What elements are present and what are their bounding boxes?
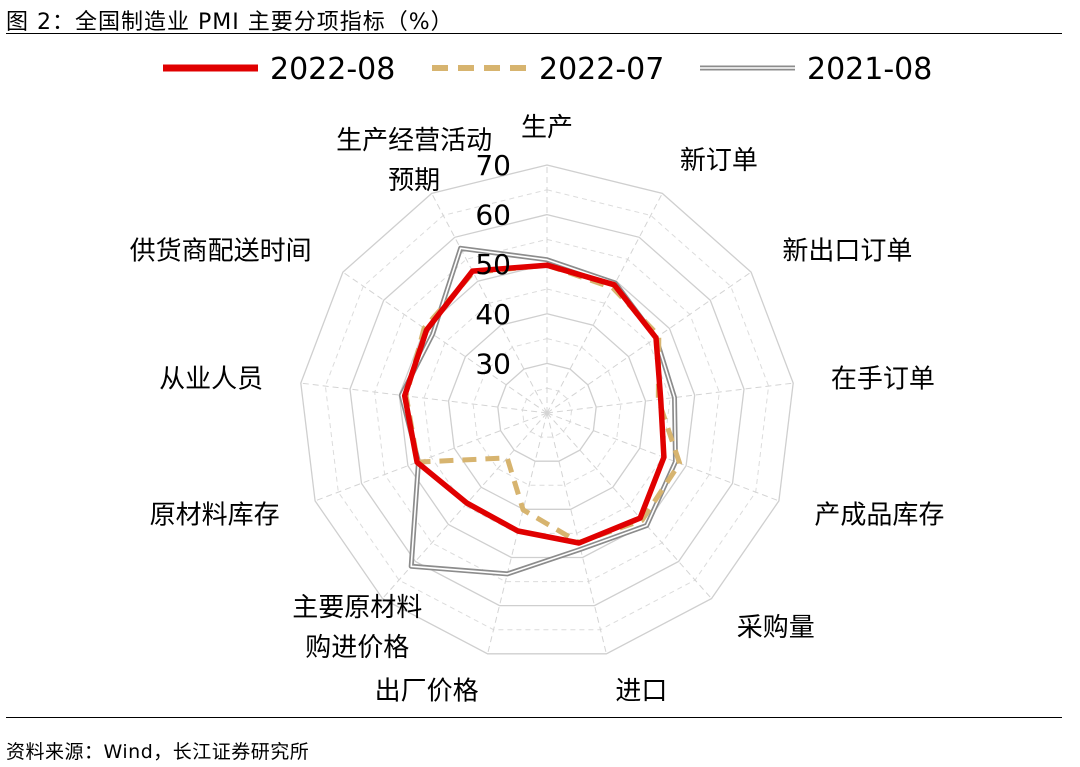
- source-rule: [6, 717, 1062, 718]
- grid-spoke: [546, 271, 752, 414]
- axis-label: 预期: [388, 166, 440, 196]
- axis-label: 采购量: [737, 613, 815, 643]
- grid-ring: [324, 189, 770, 631]
- grid-ring: [300, 164, 794, 655]
- r-tick-label: 40: [475, 298, 511, 331]
- axis-label: 新订单: [680, 146, 758, 176]
- axis-label: 生产经营活动: [336, 126, 492, 156]
- grid-spoke: [546, 412, 712, 599]
- legend-label: 2022-07: [539, 52, 664, 87]
- r-tick-label: 60: [475, 199, 511, 232]
- r-tick-label: 30: [475, 347, 511, 380]
- axis-label: 进口: [615, 677, 667, 707]
- grid-spoke: [300, 382, 548, 414]
- axis-label: 新出口订单: [782, 237, 912, 267]
- grid-ring: [497, 362, 597, 462]
- axis-label: 在手订单: [831, 365, 935, 395]
- axis-label: 主要原材料: [292, 593, 422, 623]
- grid-spoke: [314, 412, 548, 502]
- axis-label: 产成品库存: [814, 500, 944, 530]
- grid-spoke: [546, 193, 663, 414]
- grid-spoke: [382, 412, 548, 599]
- title-rule: [6, 33, 1062, 34]
- axis-label: 出厂价格: [375, 677, 479, 707]
- grid-spoke: [431, 193, 548, 414]
- source-note: 资料来源：Wind，长江证券研究所: [6, 741, 310, 763]
- figure-title: 图 2：全国制造业 PMI 主要分项指标（%）: [6, 10, 454, 35]
- radar-series: [398, 245, 683, 577]
- chart-legend: 2022-08 2022-07 2021-08: [163, 52, 932, 87]
- grid-spoke: [342, 271, 548, 414]
- axis-label: 生产: [521, 113, 573, 143]
- grid-ring: [521, 387, 573, 438]
- r-tick-label: 70: [475, 149, 511, 182]
- grid-spoke: [546, 412, 607, 654]
- series-2022-08: [401, 262, 667, 546]
- grid-ring: [423, 288, 671, 534]
- legend-label: 2022-08: [270, 52, 395, 87]
- grid-ring: [374, 238, 720, 583]
- axis-label: 供货商配送时间: [130, 237, 312, 267]
- grid-ring: [447, 313, 647, 510]
- radar-spokes: [300, 165, 794, 654]
- grid-ring: [349, 213, 745, 607]
- radial-tick-labels: 30 40 50 60 70: [475, 149, 511, 380]
- radar-grid: [300, 164, 794, 655]
- axis-label: 购进价格: [305, 633, 409, 663]
- r-tick-label: 50: [475, 248, 511, 281]
- axis-label: 从业人员: [159, 365, 263, 395]
- axis-label: 原材料库存: [150, 500, 280, 530]
- grid-spoke: [546, 382, 794, 414]
- legend-label: 2021-08: [807, 52, 932, 87]
